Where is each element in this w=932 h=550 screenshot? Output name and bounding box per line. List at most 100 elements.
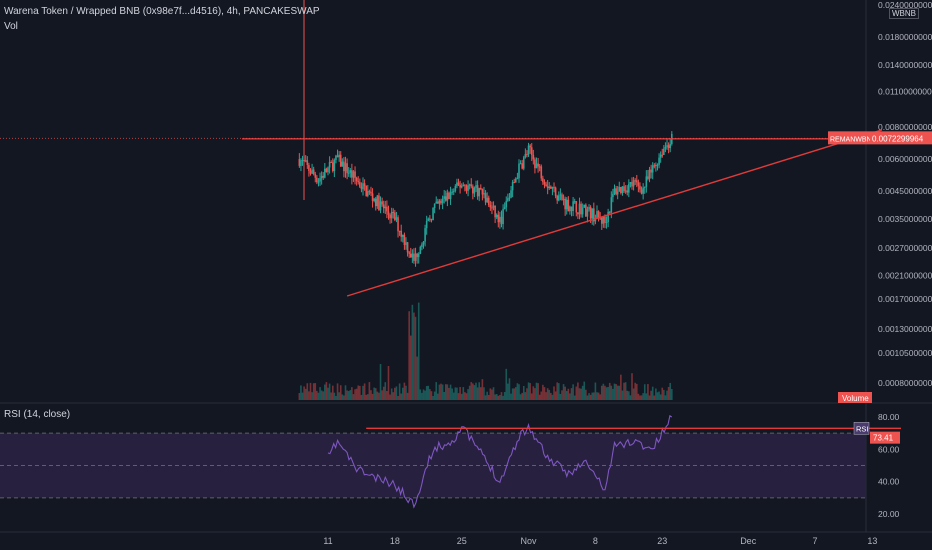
candle-body	[521, 163, 523, 169]
candle-body	[333, 159, 336, 171]
volume-bar	[351, 387, 353, 400]
candle-body	[446, 192, 449, 201]
rsi-line	[327, 414, 673, 509]
volume-bar	[538, 394, 541, 400]
volume-bar	[392, 392, 395, 400]
volume-bar	[532, 386, 535, 400]
volume-bar	[543, 387, 546, 400]
candle-body	[419, 246, 422, 254]
price-tick-label: 0.0008000000	[878, 378, 932, 388]
volume-bar	[300, 385, 302, 400]
volume-bar	[635, 383, 638, 400]
volume-bar	[478, 382, 481, 400]
volume-bar	[524, 392, 527, 400]
volume-badge: Volume	[842, 394, 869, 403]
price-tick-label: 0.0027000000	[878, 243, 932, 253]
volume-bar	[487, 394, 490, 400]
candle-body	[624, 190, 627, 192]
volume-bar	[311, 392, 313, 400]
volume-bar	[325, 382, 328, 400]
volume-bar	[669, 382, 672, 400]
volume-bar	[395, 386, 398, 400]
volume-bar	[301, 392, 304, 400]
candle-body	[626, 190, 629, 193]
volume-bar	[319, 387, 321, 400]
candle-body	[495, 214, 498, 218]
volume-bar	[588, 393, 590, 400]
volume-bar	[421, 392, 423, 400]
candle-body	[567, 199, 570, 212]
volume-bar	[389, 394, 391, 400]
volume-bar	[368, 382, 371, 400]
volume-bar	[650, 390, 652, 400]
volume-bar	[371, 393, 374, 400]
volume-bar	[655, 388, 657, 400]
volume-bar	[581, 385, 584, 400]
candle-body	[505, 200, 508, 208]
candle-body	[308, 165, 310, 171]
candle-body	[580, 203, 582, 215]
candle-body	[317, 181, 320, 183]
volume-bar	[600, 385, 603, 400]
candle-body	[545, 184, 547, 187]
volume-bar	[480, 387, 482, 400]
volume-bar	[565, 390, 568, 400]
volume-bar	[645, 393, 648, 400]
candle-body	[381, 201, 383, 205]
candle-body	[347, 172, 350, 174]
time-tick-label: Dec	[740, 536, 757, 546]
candle-body	[376, 195, 379, 207]
volume-bar	[382, 386, 385, 400]
candle-body	[554, 187, 557, 196]
candle-body	[460, 185, 463, 188]
candle-body	[616, 191, 619, 195]
volume-bar	[505, 368, 508, 400]
candle-body	[575, 201, 578, 213]
volume-bar	[409, 335, 412, 400]
volume-bar	[661, 387, 664, 400]
volume-bar	[403, 382, 406, 400]
candle-body	[507, 198, 509, 201]
price-tick-label: 0.0240000000	[878, 0, 932, 10]
volume-bar	[562, 384, 565, 400]
candle-body	[341, 161, 344, 167]
candle-body	[602, 216, 605, 224]
volume-bar	[417, 302, 420, 400]
candle-body	[635, 180, 638, 183]
volume-bar	[511, 388, 514, 400]
time-tick-label: 18	[390, 536, 400, 546]
volume-bar	[359, 385, 361, 400]
candle-body	[593, 208, 595, 222]
candles	[298, 131, 673, 267]
candle-body	[556, 195, 558, 201]
candle-body	[312, 169, 315, 175]
candle-body	[534, 159, 536, 169]
volume-bar	[534, 388, 536, 400]
volume-bar	[314, 383, 317, 400]
price-tick-label: 0.0110000000	[878, 87, 932, 97]
volume-bar	[440, 383, 442, 400]
volume-bar	[354, 389, 356, 400]
candle-body	[422, 241, 425, 245]
candle-body	[499, 216, 501, 223]
volume-bar	[441, 384, 444, 400]
candle-body	[379, 201, 382, 211]
candle-body	[306, 160, 309, 166]
volume-bar	[424, 390, 426, 400]
candle-body	[648, 169, 651, 179]
time-tick-label: 25	[457, 536, 467, 546]
candle-body	[569, 206, 571, 212]
candle-body	[338, 154, 340, 158]
price-badge-value-bg	[870, 131, 932, 145]
candle-body	[394, 212, 396, 220]
volume-bar	[591, 392, 594, 400]
volume-bar	[460, 393, 463, 400]
volume-bar	[452, 392, 455, 400]
pair-tag[interactable]: WBNB	[889, 8, 919, 19]
candle-body	[543, 182, 546, 185]
volume-bar	[425, 386, 428, 400]
candle-body	[615, 188, 617, 195]
volume-bar	[398, 383, 401, 400]
time-tick-label: Nov	[521, 536, 538, 546]
